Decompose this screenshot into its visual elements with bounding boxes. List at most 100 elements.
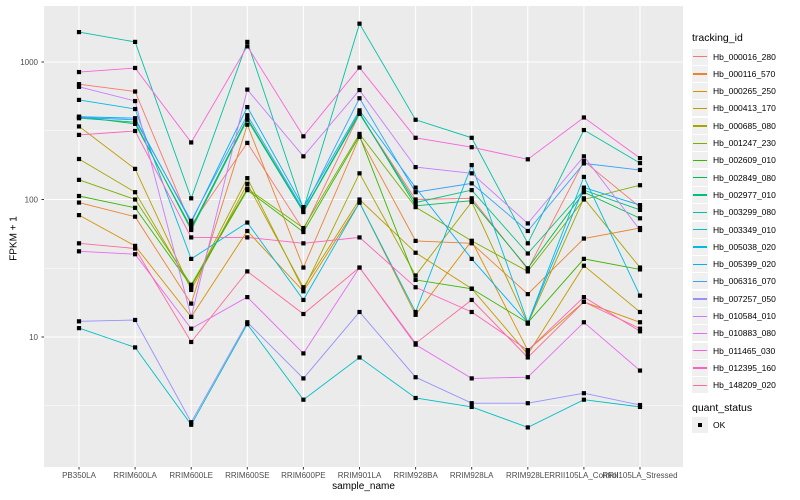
x-tick-label: RRIM928BA xyxy=(393,471,438,480)
legend-entry-Hb_006316_070: Hb_006316_070 xyxy=(692,273,776,290)
data-point xyxy=(413,273,418,278)
data-point xyxy=(525,355,530,360)
data-point xyxy=(413,200,418,205)
data-point xyxy=(245,235,250,240)
legend-key-swatch xyxy=(692,48,708,65)
data-point xyxy=(413,250,418,255)
legend-title-tracking-id: tracking_id xyxy=(692,32,743,44)
legend-label: Hb_000016_280 xyxy=(713,51,776,62)
series-color-line-icon xyxy=(693,350,707,352)
x-axis-title: sample_name xyxy=(332,481,395,492)
data-point xyxy=(525,251,530,256)
legend-entry-Hb_005399_020: Hb_005399_020 xyxy=(692,256,776,273)
data-point xyxy=(357,108,362,113)
data-point xyxy=(133,317,138,323)
data-point xyxy=(469,162,474,168)
data-point xyxy=(76,69,82,75)
data-point xyxy=(133,190,138,195)
legend-key-swatch xyxy=(692,221,708,238)
data-point xyxy=(525,228,530,234)
series-color-line-icon xyxy=(693,142,707,144)
data-point xyxy=(189,235,194,240)
x-tick-label: RRIM600PE xyxy=(281,471,325,480)
legend-title-quant-status: quant_status xyxy=(692,402,753,414)
data-point xyxy=(133,214,138,219)
legend-label: Hb_003299_080 xyxy=(713,207,776,218)
legend-label: Hb_001247_230 xyxy=(713,138,776,148)
data-point xyxy=(581,127,586,133)
plot-panel xyxy=(44,6,683,467)
series-color-line-icon xyxy=(693,125,707,127)
data-point xyxy=(469,188,474,193)
data-point xyxy=(525,352,530,357)
data-point xyxy=(357,235,362,240)
legend-key-swatch xyxy=(692,377,708,394)
data-point xyxy=(357,87,362,93)
data-point xyxy=(76,319,82,324)
data-point xyxy=(245,269,250,274)
data-point xyxy=(76,241,82,246)
legend-label: Hb_002977_010 xyxy=(713,189,776,200)
x-tick-label: RRIM600LA xyxy=(113,471,157,480)
legend-key-swatch xyxy=(692,100,708,117)
data-point xyxy=(581,236,586,241)
legend-key-swatch xyxy=(692,256,708,273)
data-point xyxy=(357,265,362,270)
data-point xyxy=(413,277,418,283)
data-point xyxy=(469,181,474,186)
legend-label: Hb_148209_020 xyxy=(713,380,776,391)
x-tick-label: RRIM928LE xyxy=(506,471,550,480)
data-point xyxy=(413,312,418,317)
data-point xyxy=(469,241,474,246)
legend-label: Hb_005399_020 xyxy=(713,259,776,270)
data-point xyxy=(245,113,250,118)
series-color-line-icon xyxy=(693,229,707,231)
data-point xyxy=(581,397,586,402)
data-point xyxy=(301,376,306,381)
data-point xyxy=(76,132,82,137)
data-point xyxy=(245,44,250,49)
legend-label: Hb_000116_570 xyxy=(713,68,776,79)
data-point xyxy=(581,159,586,164)
x-tick-label: RRII105LA_Control xyxy=(549,471,619,480)
data-point xyxy=(301,297,306,303)
data-point xyxy=(581,263,586,268)
data-point xyxy=(581,391,586,396)
legend-label: Hb_000413_170 xyxy=(713,103,776,114)
x-tick-label: RRIM901LA xyxy=(338,471,382,480)
legend-label: Hb_003349_010 xyxy=(713,224,776,235)
legend-label: OK xyxy=(713,419,726,430)
x-tick-label: RRIM600LE xyxy=(169,471,213,480)
data-point xyxy=(525,266,530,271)
data-point xyxy=(189,326,194,331)
data-point xyxy=(245,320,250,325)
data-point xyxy=(189,420,194,425)
legend-entry-Hb_000413_170: Hb_000413_170 xyxy=(692,100,776,117)
legend-label: Hb_000265_250 xyxy=(713,86,776,97)
data-point xyxy=(245,122,250,127)
data-point xyxy=(189,196,194,201)
data-point xyxy=(581,256,586,261)
data-point xyxy=(413,203,418,208)
legend-entry-Hb_000016_280: Hb_000016_280 xyxy=(692,48,776,65)
data-point xyxy=(245,220,250,225)
data-point xyxy=(525,348,530,353)
data-point xyxy=(76,249,82,254)
legend-entry-Hb_002849_080: Hb_002849_080 xyxy=(692,169,776,186)
data-point xyxy=(357,171,362,176)
data-point xyxy=(189,140,194,145)
data-point xyxy=(301,265,306,270)
series-color-line-icon xyxy=(693,73,707,75)
y-tick-label: 100 xyxy=(25,196,39,205)
legend-key-swatch xyxy=(692,325,708,342)
data-point xyxy=(245,295,250,300)
data-point xyxy=(581,320,586,325)
data-point xyxy=(133,120,138,125)
data-point xyxy=(469,297,474,303)
series-color-line-icon xyxy=(693,56,707,58)
legend-key-swatch xyxy=(692,117,708,134)
data-point xyxy=(357,96,362,101)
data-point xyxy=(581,174,586,180)
legend-label: Hb_010584_010 xyxy=(713,311,776,321)
data-point xyxy=(76,97,82,103)
